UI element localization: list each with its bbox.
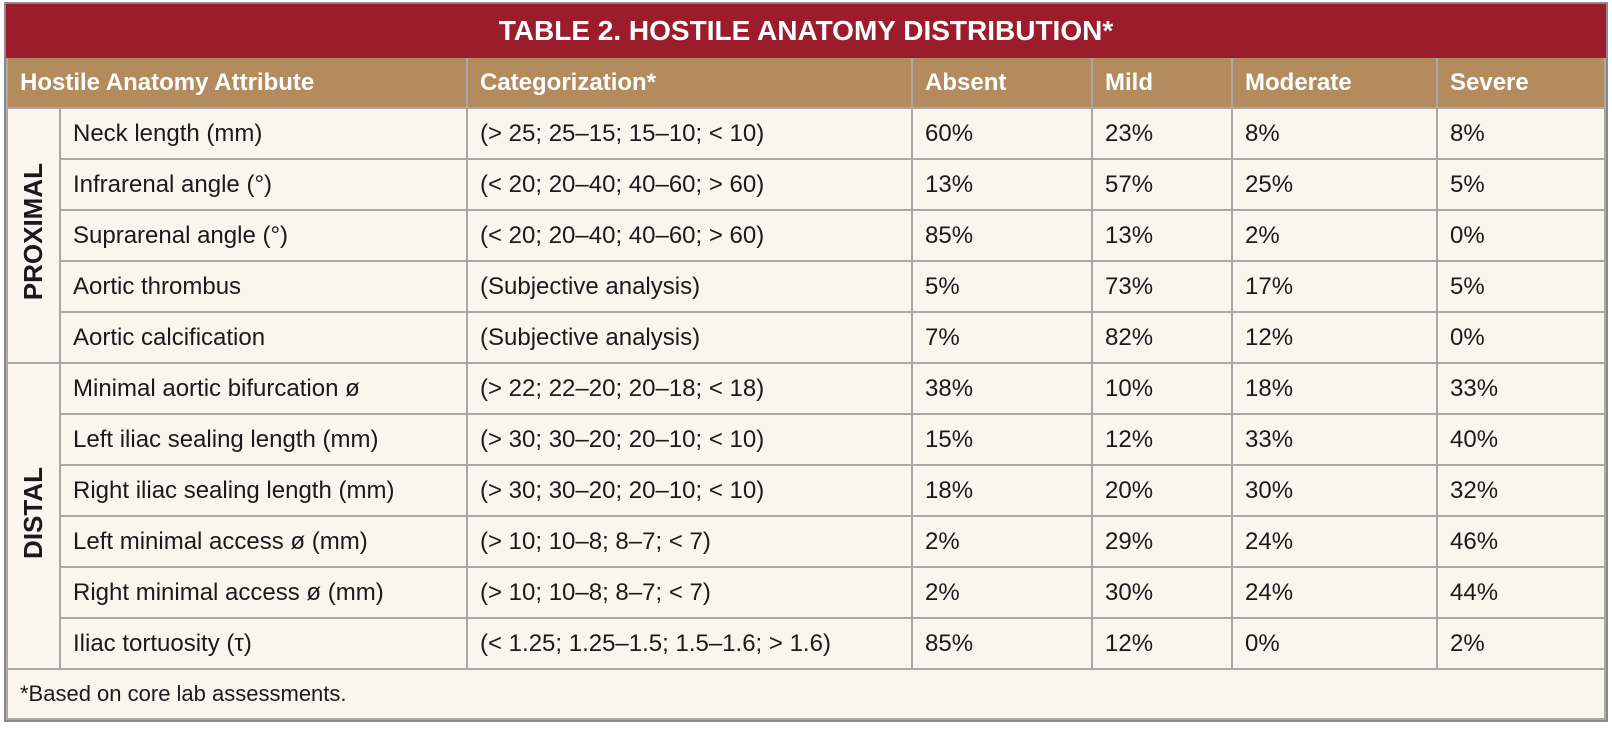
column-header: Severe (1436, 56, 1606, 109)
table-cell: 18% (1231, 362, 1438, 415)
table-cell: 82% (1091, 311, 1233, 364)
table-cell: (> 10; 10–8; 8–7; < 7) (466, 515, 913, 568)
table-cell: 33% (1436, 362, 1606, 415)
table-cell: (Subjective analysis) (466, 260, 913, 313)
table-row: Aortic thrombus (Subjective analysis) 5% 73… (7, 260, 1606, 313)
column-header: Categorization* (466, 56, 913, 109)
table-row: Left iliac sealing length (mm) (> 30; 30–… (7, 413, 1606, 466)
table-row: Iliac tortuosity (τ) (< 1.25; 1.25–1.5; 1… (7, 617, 1606, 670)
table-cell: 2% (911, 515, 1093, 568)
table-cell: 12% (1231, 311, 1438, 364)
table-cell: 29% (1091, 515, 1233, 568)
table-cell: Neck length (mm) (59, 107, 468, 160)
table-row: Aortic calcification (Subjective analysis… (7, 311, 1606, 364)
table-cell: (> 10; 10–8; 8–7; < 7) (466, 566, 913, 619)
table-cell: 40% (1436, 413, 1606, 466)
column-header: Hostile Anatomy Attribute (6, 56, 468, 109)
table-cell: 85% (911, 617, 1093, 670)
table-cell: 2% (1436, 617, 1606, 670)
table-cell: 13% (1091, 209, 1233, 262)
table-cell: Infrarenal angle (°) (59, 158, 468, 211)
table-cell: (> 30; 30–20; 20–10; < 10) (466, 464, 913, 517)
table-row: Right iliac sealing length (mm) (> 30; 30… (7, 464, 1606, 517)
title-row: TABLE 2. HOSTILE ANATOMY DISTRIBUTION* (6, 4, 1606, 58)
table-cell: 12% (1091, 413, 1233, 466)
table-cell: 33% (1231, 413, 1438, 466)
group-label: PROXIMAL (18, 163, 48, 301)
table-cell: 12% (1091, 617, 1233, 670)
column-header: Mild (1091, 56, 1233, 109)
header-row: Hostile Anatomy Attribute Categorization*… (6, 56, 1606, 109)
table-cell: (> 25; 25–15; 15–10; < 10) (466, 107, 913, 160)
table-cell: 2% (911, 566, 1093, 619)
table-cell: 17% (1231, 260, 1438, 313)
footnote: *Based on core lab assessments. (6, 668, 1606, 720)
table: TABLE 2. HOSTILE ANATOMY DISTRIBUTION* H… (6, 4, 1606, 720)
table-cell: 0% (1436, 311, 1606, 364)
footnote-row: *Based on core lab assessments. (6, 668, 1606, 720)
table-cell: Aortic thrombus (59, 260, 468, 313)
table-cell: 10% (1091, 362, 1233, 415)
table-cell: 30% (1091, 566, 1233, 619)
table-cell: 0% (1231, 617, 1438, 670)
table-row: PROXIMAL Neck length (mm) (> 25; 25–15; 15… (6, 107, 1606, 364)
table-cell: Right minimal access ø (mm) (59, 566, 468, 619)
table-cell: 0% (1436, 209, 1606, 262)
table-cell: 24% (1231, 515, 1438, 568)
table-cell: 25% (1231, 158, 1438, 211)
group-label-cell: DISTAL (6, 362, 61, 670)
table-cell: 60% (911, 107, 1093, 160)
table-cell: 38% (911, 362, 1093, 415)
table-container: TABLE 2. HOSTILE ANATOMY DISTRIBUTION* H… (4, 2, 1608, 722)
table-cell: 7% (911, 311, 1093, 364)
table-cell: 57% (1091, 158, 1233, 211)
table-cell: 23% (1091, 107, 1233, 160)
group-label-cell: PROXIMAL (6, 107, 61, 364)
table-cell: 13% (911, 158, 1093, 211)
table-row: Right minimal access ø (mm) (> 10; 10–8; … (7, 566, 1606, 619)
table-cell: (< 1.25; 1.25–1.5; 1.5–1.6; > 1.6) (466, 617, 913, 670)
table-cell: (> 30; 30–20; 20–10; < 10) (466, 413, 913, 466)
table-cell: Left minimal access ø (mm) (59, 515, 468, 568)
table-title: TABLE 2. HOSTILE ANATOMY DISTRIBUTION* (6, 4, 1606, 58)
table-row: Left minimal access ø (mm) (> 10; 10–8; 8… (7, 515, 1606, 568)
table-cell: 32% (1436, 464, 1606, 517)
table-cell: (> 22; 22–20; 20–18; < 18) (466, 362, 913, 415)
table-cell: 85% (911, 209, 1093, 262)
table-row: Suprarenal angle (°) (< 20; 20–40; 40–60;… (7, 209, 1606, 262)
table-cell: Right iliac sealing length (mm) (59, 464, 468, 517)
table-cell: 24% (1231, 566, 1438, 619)
table-cell: (Subjective analysis) (466, 311, 913, 364)
column-header: Absent (911, 56, 1093, 109)
table-cell: Iliac tortuosity (τ) (59, 617, 468, 670)
table-cell: 2% (1231, 209, 1438, 262)
table-cell: 5% (911, 260, 1093, 313)
table-cell: 8% (1436, 107, 1606, 160)
table-cell: Suprarenal angle (°) (59, 209, 468, 262)
table-cell: 73% (1091, 260, 1233, 313)
table-cell: 20% (1091, 464, 1233, 517)
table-body: TABLE 2. HOSTILE ANATOMY DISTRIBUTION* H… (6, 4, 1606, 720)
table-cell: 46% (1436, 515, 1606, 568)
table-cell: (< 20; 20–40; 40–60; > 60) (466, 158, 913, 211)
column-header: Moderate (1231, 56, 1438, 109)
table-cell: 30% (1231, 464, 1438, 517)
table-row: DISTAL Minimal aortic bifurcation ø (> 22;… (6, 362, 1606, 670)
group-label: DISTAL (18, 466, 48, 559)
table-cell: 5% (1436, 158, 1606, 211)
table-cell: 15% (911, 413, 1093, 466)
table-row: Infrarenal angle (°) (< 20; 20–40; 40–60;… (7, 158, 1606, 211)
table-cell: Minimal aortic bifurcation ø (59, 362, 468, 415)
table-cell: 44% (1436, 566, 1606, 619)
table-cell: Aortic calcification (59, 311, 468, 364)
table-cell: (< 20; 20–40; 40–60; > 60) (466, 209, 913, 262)
table-cell: Left iliac sealing length (mm) (59, 413, 468, 466)
table-cell: 5% (1436, 260, 1606, 313)
table-cell: 18% (911, 464, 1093, 517)
table-cell: 8% (1231, 107, 1438, 160)
